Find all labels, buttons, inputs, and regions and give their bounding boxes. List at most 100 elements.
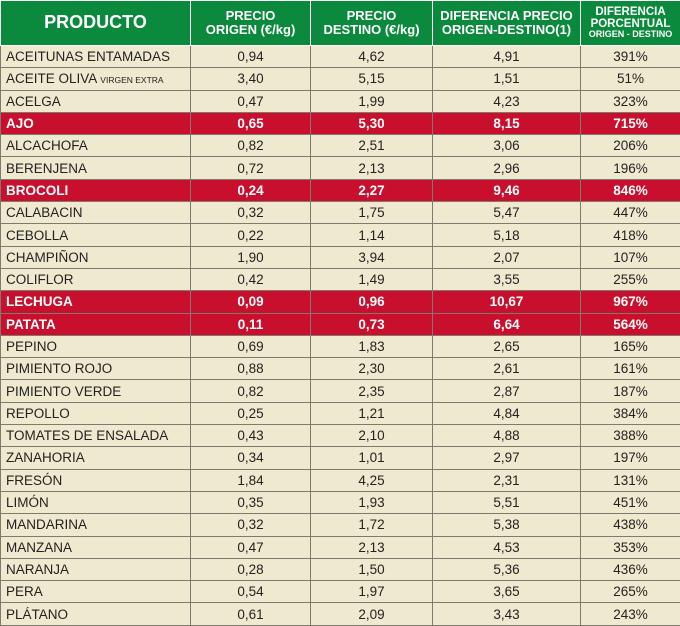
cell-pct: 436% (580, 557, 680, 582)
cell-dif: 3,65 (432, 580, 581, 604)
product-name: FRESÓN (6, 472, 63, 488)
cell-origen: 0,88 (190, 357, 311, 381)
table-row: LIMÓN 0,35 1,93 5,51 451% (0, 490, 680, 515)
cell-origen: 0,69 (190, 334, 311, 359)
cell-producto: LIMÓN (0, 490, 191, 515)
cell-pct: 187% (580, 379, 680, 403)
cell-destino: 3,94 (310, 245, 433, 269)
header-line: DESTINO (€/kg) (323, 22, 420, 37)
cell-destino: 2,13 (310, 156, 433, 180)
cell-pct: 255% (580, 267, 680, 292)
cell-dif: 2,31 (432, 468, 581, 492)
product-name: LIMÓN (6, 495, 49, 511)
header-line: ORIGEN-DESTINO(1) (441, 22, 572, 37)
header-line: PORCENTUAL (590, 17, 671, 30)
cell-producto: PIMIENTO VERDE (0, 379, 191, 403)
cell-pct: 107% (580, 245, 680, 269)
cell-destino: 1,49 (310, 267, 433, 292)
header-precio-origen: PRECIO ORIGEN (€/kg) (190, 0, 311, 46)
product-name: BROCOLI (6, 182, 69, 198)
cell-origen: 0,32 (190, 201, 311, 225)
cell-destino: 5,15 (310, 67, 433, 91)
cell-origen: 0,47 (190, 535, 311, 559)
cell-origen: 0,22 (190, 223, 311, 247)
table-row: CALABACIN 0,32 1,75 5,47 447% (0, 201, 680, 225)
table-row: COLIFLOR 0,42 1,49 3,55 255% (0, 267, 680, 292)
cell-dif: 4,91 (432, 44, 581, 69)
cell-destino: 2,27 (310, 178, 433, 203)
table-row: ZANAHORIA 0,34 1,01 2,97 197% (0, 446, 680, 470)
cell-dif: 1,51 (432, 67, 581, 91)
table-row: PEPINO 0,69 1,83 2,65 165% (0, 334, 680, 359)
cell-pct: 196% (580, 156, 680, 180)
product-name: CALABACIN (6, 205, 83, 221)
cell-destino: 1,93 (310, 490, 433, 515)
product-name: PLÁTANO (6, 606, 69, 622)
cell-pct: 165% (580, 334, 680, 359)
header-line: ORIGEN - DESTINO (588, 29, 673, 39)
cell-pct: 243% (580, 602, 680, 626)
header-precio-destino: PRECIO DESTINO (€/kg) (310, 0, 433, 46)
cell-dif: 5,51 (432, 490, 581, 515)
table-row: TOMATES DE ENSALADA 0,43 2,10 4,88 388% (0, 424, 680, 448)
cell-pct: 564% (580, 312, 680, 336)
table-row: MANDARINA 0,32 1,72 5,38 438% (0, 513, 680, 537)
cell-producto: CEBOLLA (0, 223, 191, 247)
cell-pct: 846% (580, 178, 680, 203)
cell-destino: 0,96 (310, 290, 433, 314)
cell-producto: TOMATES DE ENSALADA (0, 424, 191, 448)
table-row: REPOLLO 0,25 1,21 4,84 384% (0, 401, 680, 426)
cell-destino: 1,72 (310, 513, 433, 537)
cell-dif: 2,61 (432, 357, 581, 381)
product-subtitle: VIRGEN EXTRA (100, 75, 164, 86)
table-row: CHAMPIÑON 1,90 3,94 2,07 107% (0, 245, 680, 269)
cell-dif: 5,38 (432, 513, 581, 537)
cell-producto: ACELGA (0, 89, 191, 113)
cell-pct: 197% (580, 446, 680, 470)
cell-destino: 1,21 (310, 401, 433, 426)
cell-origen: 1,90 (190, 245, 311, 269)
cell-producto: PIMIENTO ROJO (0, 357, 191, 381)
table-row: ACEITUNAS ENTAMADAS 0,94 4,62 4,91 391% (0, 44, 680, 69)
product-name: LECHUGA (6, 294, 73, 310)
cell-producto: ACEITUNAS ENTAMADAS (0, 44, 191, 69)
cell-destino: 4,62 (310, 44, 433, 69)
product-name: ACELGA (6, 93, 61, 109)
header-line: DIFERENCIA PRECIO (440, 7, 573, 23)
cell-dif: 5,36 (432, 557, 581, 582)
cell-origen: 0,09 (190, 290, 311, 314)
cell-producto: PLÁTANO (0, 602, 191, 626)
table-row: BERENJENA 0,72 2,13 2,96 196% (0, 156, 680, 180)
cell-pct: 265% (580, 580, 680, 604)
cell-origen: 0,82 (190, 379, 311, 403)
header-line: PRECIO (346, 7, 397, 23)
cell-producto: PEPINO (0, 334, 191, 359)
product-name: MANZANA (6, 539, 73, 555)
cell-producto: PERA (0, 580, 191, 604)
table-row: LECHUGA 0,09 0,96 10,67 967% (0, 290, 680, 314)
cell-destino: 2,10 (310, 424, 433, 448)
table-row: PERA 0,54 1,97 3,65 265% (0, 580, 680, 604)
cell-pct: 323% (580, 89, 680, 113)
cell-origen: 0,11 (190, 312, 311, 336)
cell-producto: CALABACIN (0, 201, 191, 225)
header-line: DIFERENCIA (595, 6, 666, 18)
cell-destino: 1,83 (310, 334, 433, 359)
cell-origen: 0,25 (190, 401, 311, 426)
cell-producto: BROCOLI (0, 178, 191, 203)
cell-dif: 6,64 (432, 312, 581, 336)
cell-dif: 3,06 (432, 134, 581, 158)
cell-dif: 4,84 (432, 401, 581, 426)
cell-pct: 451% (580, 490, 680, 515)
cell-destino: 4,25 (310, 468, 433, 492)
product-name: ACEITE OLIVA (6, 71, 101, 87)
product-name: AJO (6, 116, 34, 132)
cell-destino: 1,97 (310, 580, 433, 604)
header-diferencia-porcentual: DIFERENCIA PORCENTUAL ORIGEN - DESTINO (580, 0, 680, 46)
product-name: MANDARINA (6, 517, 88, 533)
table-row: BROCOLI 0,24 2,27 9,46 846% (0, 178, 680, 203)
table-row: NARANJA 0,28 1,50 5,36 436% (0, 557, 680, 582)
cell-producto: CHAMPIÑON (0, 245, 191, 269)
cell-pct: 447% (580, 201, 680, 225)
cell-destino: 2,30 (310, 357, 433, 381)
